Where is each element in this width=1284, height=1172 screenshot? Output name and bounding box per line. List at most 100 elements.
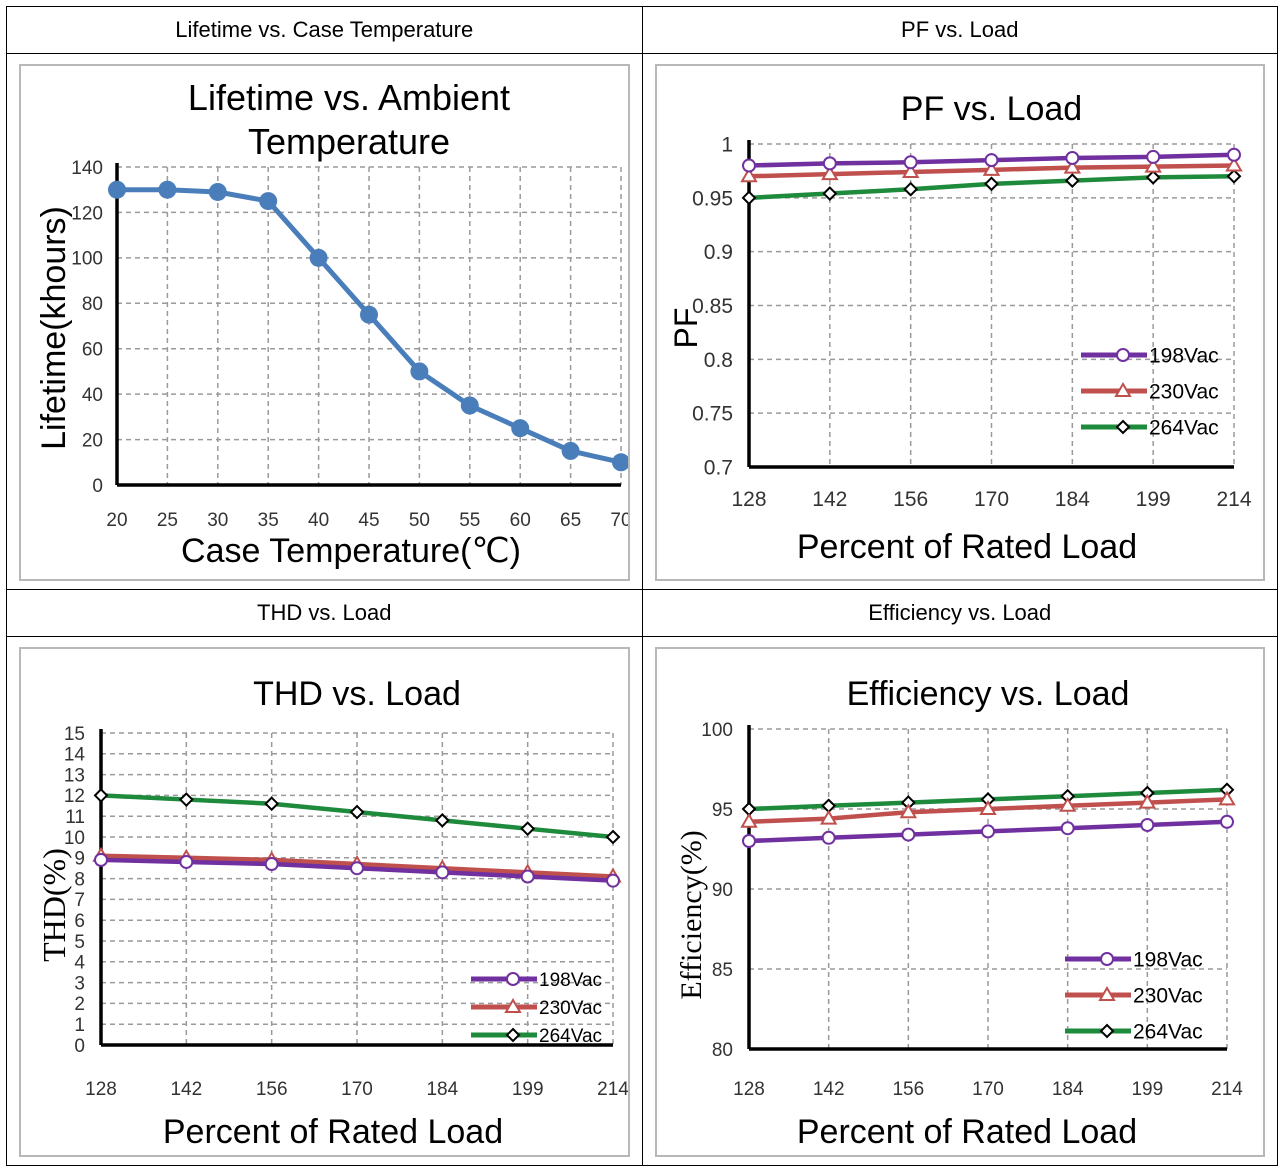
data-point-230vac (1063, 158, 1081, 174)
data-point-230vac (1138, 793, 1156, 809)
y-tick-label: 90 (711, 880, 732, 901)
data-point-264vac (605, 829, 621, 845)
y-tick-label: 0 (74, 1036, 85, 1057)
data-point-264vac (349, 804, 365, 820)
data-point-198vac (1139, 818, 1154, 832)
data-point-198vac (606, 873, 620, 888)
x-tick-label: 142 (812, 488, 847, 511)
data-point-264vac (1145, 169, 1161, 185)
x-tick-label: 142 (170, 1079, 202, 1100)
data-point-264vac (178, 792, 194, 807)
y-tick-label: 3 (74, 973, 85, 994)
y-tick-label: 7 (74, 890, 85, 911)
legend-marker-198vac (1115, 348, 1130, 362)
data-point-198vac (741, 158, 756, 173)
chart-efficiency: Efficiency vs. Load 80 85 90 95 100 128 142 156 1… (675, 675, 1243, 1151)
legend-label-230vac: 230Vac (539, 998, 602, 1019)
x-tick-label: 60 (510, 510, 531, 531)
data-point-198vac (984, 153, 998, 168)
y-tick-label: 80 (711, 1040, 732, 1061)
y-axis-label: Efficiency(%) (675, 830, 708, 999)
x-tick-label: 142 (812, 1079, 844, 1100)
x-tick-label: 214 (1211, 1079, 1243, 1100)
legend-marker-264vac (1115, 419, 1130, 435)
y-axis-label: Lifetime(khours) (35, 206, 73, 450)
data-point-198vac (1219, 814, 1234, 829)
y-tick-label: 4 (74, 953, 85, 974)
legend-marker-198vac (506, 972, 520, 986)
y-tick-label: 14 (64, 745, 86, 766)
legend-marker-264vac (505, 1027, 521, 1043)
x-tick-label: 199 (512, 1079, 544, 1100)
data-point (511, 419, 530, 438)
chart-frame-pf: PF vs. Load 0.7 0.75 0.8 0.85 0.9 0.95 1 128 142 1… (654, 64, 1265, 581)
x-tick-label: 25 (157, 510, 178, 531)
y-tick-label: 40 (82, 385, 103, 406)
legend-label-230vac: 230Vac (1133, 985, 1203, 1008)
y-tick-label: 1 (721, 134, 733, 157)
data-point-230vac (982, 160, 1000, 176)
y-tick-label: 120 (71, 203, 103, 224)
header-pf: PF vs. Load (641, 6, 1278, 54)
data-point-264vac (1064, 173, 1080, 189)
y-tick-label: 8 (74, 869, 85, 890)
y-tick-label: 2 (74, 994, 85, 1015)
data-point-264vac (983, 176, 999, 192)
x-tick-label: 70 (610, 510, 627, 531)
data-point-230vac (1224, 156, 1243, 172)
x-tick-label: 128 (733, 1079, 765, 1100)
data-point-198vac (179, 854, 194, 869)
chart-title: Lifetime vs. Ambient (188, 77, 510, 118)
data-point-198vac (94, 852, 108, 867)
data-point-230vac (901, 163, 919, 178)
legend-marker-264vac (1099, 1023, 1114, 1039)
x-tick-label: 214 (597, 1079, 627, 1100)
x-tick-label: 184 (426, 1079, 458, 1100)
y-tick-label: 15 (64, 724, 85, 745)
data-point-230vac (1143, 157, 1162, 173)
chart-title: PF vs. Load (900, 90, 1081, 128)
header-lifetime: Lifetime vs. Case Temperature (6, 6, 643, 54)
data-point-264vac (93, 787, 109, 803)
data-point (460, 396, 479, 415)
data-point-198vac (980, 824, 995, 839)
y-tick-label: 60 (82, 340, 103, 361)
x-tick-label: 50 (409, 510, 430, 531)
y-tick-label: 80 (82, 294, 103, 315)
y-tick-label: 140 (71, 158, 103, 179)
data-point (309, 248, 328, 267)
data-point-264vac (902, 181, 918, 197)
legend-label-264vac: 264Vac (539, 1026, 602, 1047)
data-point (158, 180, 177, 199)
y-tick-label: 85 (711, 960, 732, 981)
x-tick-label: 170 (341, 1079, 373, 1100)
x-tick-label: 65 (560, 510, 581, 531)
x-tick-label: 214 (1216, 488, 1251, 511)
data-point-230vac (1217, 790, 1236, 806)
data-point-198vac (1060, 821, 1075, 836)
y-tick-label: 13 (64, 765, 85, 786)
chart-lifetime: Lifetime vs. AmbientTemperature020406080… (35, 77, 628, 570)
data-point-264vac (434, 812, 450, 828)
x-tick-label: 156 (256, 1079, 288, 1100)
y-tick-label: 20 (82, 430, 103, 451)
data-point-230vac (899, 803, 917, 819)
legend-label-198vac: 198Vac (1133, 949, 1203, 972)
header-thd: THD vs. Load (6, 589, 643, 637)
y-tick-label: 5 (74, 932, 85, 953)
x-tick-label: 128 (731, 488, 766, 511)
legend-label-230vac: 230Vac (1149, 381, 1219, 404)
y-tick-label: 11 (65, 807, 85, 828)
y-axis-label: PF (668, 308, 704, 349)
y-tick-label: 100 (701, 720, 733, 741)
data-point (410, 362, 429, 381)
data-point-198vac (821, 830, 836, 845)
x-tick-label: 199 (1131, 1079, 1163, 1100)
chart-grid-table: Lifetime vs. Case Temperature PF vs. Loa… (6, 6, 1278, 1166)
x-axis-label: Percent of Rated Load (163, 1113, 503, 1151)
y-tick-label: 0.75 (692, 403, 733, 426)
cell-lifetime: Lifetime vs. Ambient Temperature 0 20 40 60 80… (6, 53, 643, 590)
x-tick-label: 30 (207, 510, 228, 531)
legend-label-264vac: 264Vac (1149, 417, 1219, 440)
